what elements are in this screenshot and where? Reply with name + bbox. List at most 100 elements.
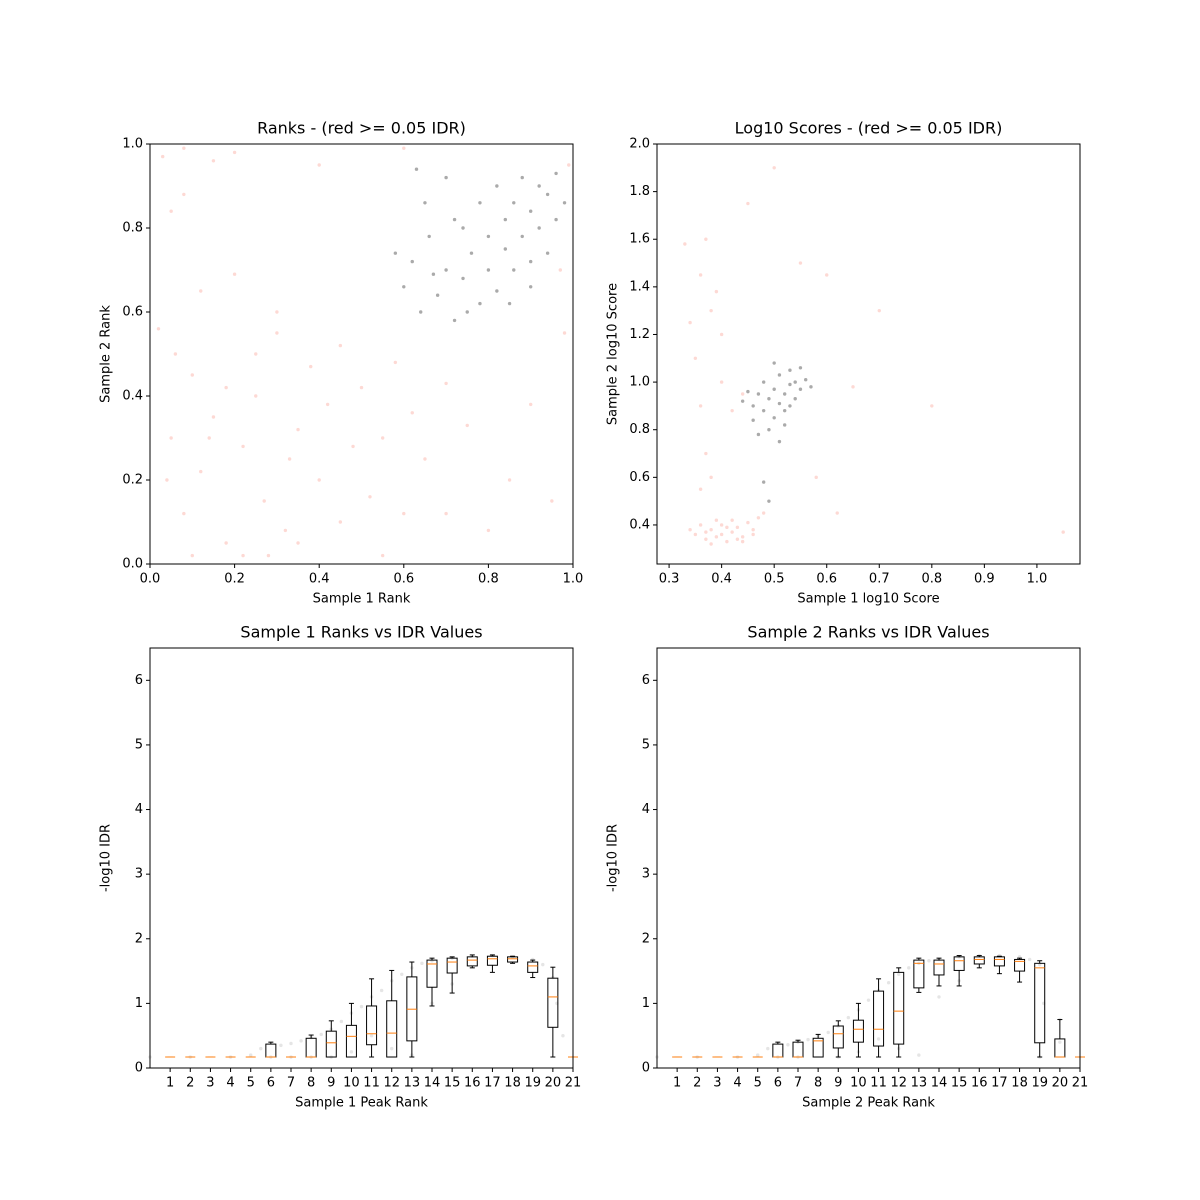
x-tick-label: 17: [991, 1076, 1008, 1091]
box: [993, 956, 1005, 967]
point: [558, 268, 563, 272]
point: [486, 234, 491, 239]
point: [735, 525, 740, 530]
point: [241, 553, 245, 558]
point: [279, 1043, 283, 1048]
x-tick-label: 9: [327, 1076, 335, 1091]
point: [351, 444, 355, 449]
box: [325, 1030, 337, 1058]
x-tick-label: 21: [1072, 1076, 1089, 1091]
point: [772, 166, 776, 170]
point: [368, 495, 372, 499]
y-tick-label: 0.4: [122, 389, 143, 404]
point: [444, 511, 448, 516]
point: [469, 251, 474, 255]
point: [444, 381, 448, 386]
x-tick-label: 4: [226, 1076, 234, 1091]
point: [809, 385, 813, 389]
point: [704, 237, 708, 241]
x-tick-label: 0.7: [869, 572, 890, 587]
y-axis-label: -log10 IDR: [99, 824, 114, 892]
x-tick-label: 0.4: [711, 572, 732, 587]
y-tick-label: 4: [135, 802, 143, 817]
box: [265, 1043, 277, 1058]
point: [761, 480, 766, 484]
point: [400, 972, 404, 977]
point: [766, 1046, 770, 1051]
point: [704, 451, 708, 456]
point: [338, 343, 343, 348]
point: [190, 553, 194, 558]
box: [426, 959, 438, 988]
y-tick-label: 0.2: [122, 473, 143, 488]
point: [704, 530, 708, 534]
x-tick-label: 4: [733, 1076, 741, 1091]
axes-frame: [149, 647, 574, 1069]
x-tick-label: 11: [870, 1076, 887, 1091]
point: [393, 360, 398, 365]
point: [207, 436, 211, 440]
y-tick-label: 0.0: [122, 557, 143, 572]
point: [777, 439, 782, 444]
x-tick-label: 18: [504, 1076, 521, 1091]
point: [786, 1043, 790, 1047]
y-tick-label: 6: [135, 673, 143, 688]
point: [730, 530, 734, 534]
point: [317, 478, 321, 482]
box: [792, 1041, 804, 1058]
point: [287, 457, 292, 461]
x-tick-label: 0.3: [659, 572, 680, 587]
point: [698, 404, 703, 408]
point: [740, 399, 745, 403]
point: [709, 308, 713, 313]
point: [740, 535, 745, 539]
point: [725, 525, 729, 530]
x-tick-label: 17: [484, 1076, 501, 1091]
y-tick-label: 1.8: [629, 184, 650, 199]
point: [704, 537, 708, 541]
x-tick-label: 15: [444, 1076, 461, 1091]
point: [725, 539, 729, 544]
chart-title: Sample 1 Ranks vs IDR Values: [240, 623, 482, 642]
point: [746, 520, 750, 525]
y-tick-label: 5: [135, 737, 143, 752]
point: [545, 251, 550, 255]
y-axis-label: Sample 2 log10 Score: [606, 283, 621, 425]
point: [435, 293, 440, 297]
point: [380, 553, 385, 558]
point: [550, 499, 554, 503]
point: [520, 234, 524, 239]
x-axis-label: Sample 1 Rank: [313, 592, 411, 607]
x-tick-label: 21: [565, 1076, 582, 1091]
x-axis-label: Sample 1 Peak Rank: [295, 1096, 428, 1111]
point: [452, 217, 457, 222]
point: [224, 385, 228, 390]
x-tick-label: 14: [424, 1076, 441, 1091]
point: [427, 234, 431, 239]
x-tick-label: 0.9: [974, 572, 995, 587]
point: [927, 959, 931, 963]
y-tick-label: 0.6: [629, 470, 650, 485]
axes-frame: [149, 143, 574, 565]
point: [1027, 957, 1032, 962]
box: [893, 971, 905, 1045]
point: [688, 320, 692, 325]
point: [554, 171, 558, 176]
x-tick-label: 13: [911, 1076, 928, 1091]
x-tick-label: 1.0: [563, 572, 584, 587]
point: [545, 192, 550, 197]
point: [339, 1019, 344, 1024]
point: [756, 432, 761, 437]
point: [266, 553, 271, 558]
x-tick-label: 11: [363, 1076, 380, 1091]
point: [410, 259, 414, 264]
box: [1014, 958, 1026, 972]
point: [698, 523, 703, 527]
box: [772, 1043, 784, 1058]
y-tick-label: 1: [135, 996, 143, 1011]
point: [359, 385, 364, 390]
y-tick-label: 1: [642, 996, 650, 1011]
point: [325, 402, 330, 407]
point: [782, 392, 787, 396]
point: [537, 184, 541, 188]
